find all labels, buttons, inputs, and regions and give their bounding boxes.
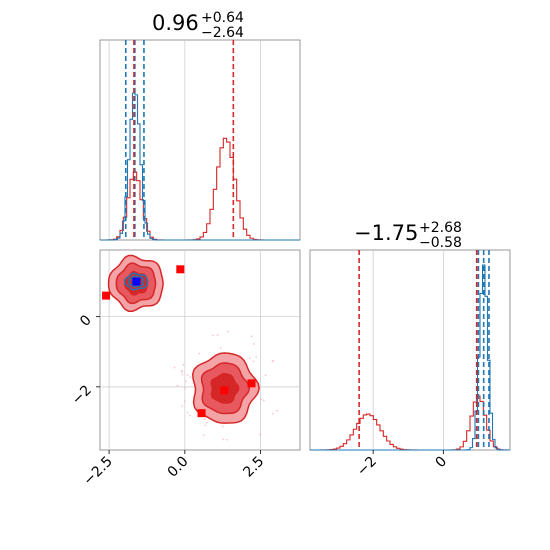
scatter-sample-dot xyxy=(188,414,191,417)
param1-title-value: 0.96 xyxy=(152,11,199,35)
x-tick-label: −2.5 xyxy=(81,454,116,489)
scatter-sample-dot xyxy=(176,384,179,387)
scatter-sample-dot xyxy=(264,374,267,377)
scatter-sample-dot xyxy=(181,373,184,376)
scatter-sample-dot xyxy=(226,438,228,441)
scatter-sample-dot xyxy=(262,399,265,402)
x2-tick-label: −2 xyxy=(354,454,380,480)
scatter-sample-dot xyxy=(221,425,224,428)
scatter-sample-dot xyxy=(259,433,261,436)
scatter-sample-dot xyxy=(248,357,251,360)
param1-title-plus: +0.64 xyxy=(201,10,244,26)
scatter-sample-dot xyxy=(184,387,187,390)
hist-y-group xyxy=(309,250,510,451)
param2-title-plus: +2.68 xyxy=(419,220,462,236)
scatter-sample-dot xyxy=(276,409,278,412)
param2-title: −1.75 xyxy=(354,221,418,245)
scatter-sample-dot xyxy=(227,330,230,333)
scatter-sample-dot xyxy=(259,398,262,401)
scatter-sample-dot xyxy=(250,335,253,338)
scatter-sample-dot xyxy=(255,356,258,358)
scatter-marker-red xyxy=(176,265,185,274)
scatter-sample-dot xyxy=(272,359,275,362)
scatter-group xyxy=(100,250,300,450)
scatter-sample-dot xyxy=(186,411,189,414)
x-tick-label: 2.5 xyxy=(240,454,267,481)
scatter-sample-dot xyxy=(184,380,187,383)
scatter-sample-dot xyxy=(173,366,176,369)
scatter-sample-dot xyxy=(204,424,207,427)
scatter-sample-dot xyxy=(204,418,206,421)
scatter-sample-dot xyxy=(189,376,192,379)
x2-tick-label: 0 xyxy=(433,454,451,472)
hist-y-blue xyxy=(310,264,510,451)
scatter-sample-dot xyxy=(252,360,255,363)
param1-title-minus: −2.64 xyxy=(201,25,244,41)
hist-x-group xyxy=(100,40,300,241)
param1-title: 0.96 xyxy=(152,11,199,35)
scatter-marker-red xyxy=(220,386,229,395)
contour-blue xyxy=(123,272,149,291)
y-tick-label: −2 xyxy=(69,382,95,408)
scatter-sample-dot xyxy=(222,438,225,441)
param2-title-value: −1.75 xyxy=(354,221,418,245)
scatter-marker-blue xyxy=(132,277,141,286)
scatter-sample-dot xyxy=(181,405,184,407)
scatter-sample-dot xyxy=(219,347,222,349)
scatter-marker-red xyxy=(197,409,206,418)
scatter-sample-dot xyxy=(182,364,185,366)
scatter-sample-dot xyxy=(202,434,205,436)
scatter-sample-dot xyxy=(183,400,186,403)
y-tick-label: 0 xyxy=(77,312,95,330)
scatter-sample-dot xyxy=(271,412,274,415)
scatter-sample-dot xyxy=(252,343,255,345)
x-tick-label: 0.0 xyxy=(165,454,192,481)
param2-title-minus: −0.58 xyxy=(419,235,462,251)
scatter-marker-red xyxy=(102,291,111,300)
scatter-sample-dot xyxy=(198,352,201,355)
scatter-sample-dot xyxy=(181,369,184,372)
contour-blue xyxy=(127,275,145,288)
scatter-sample-dot xyxy=(216,334,219,336)
scatter-sample-dot xyxy=(205,421,208,424)
scatter-marker-red xyxy=(247,379,256,388)
scatter-sample-dot xyxy=(186,374,189,376)
scatter-sample-dot xyxy=(212,334,214,337)
